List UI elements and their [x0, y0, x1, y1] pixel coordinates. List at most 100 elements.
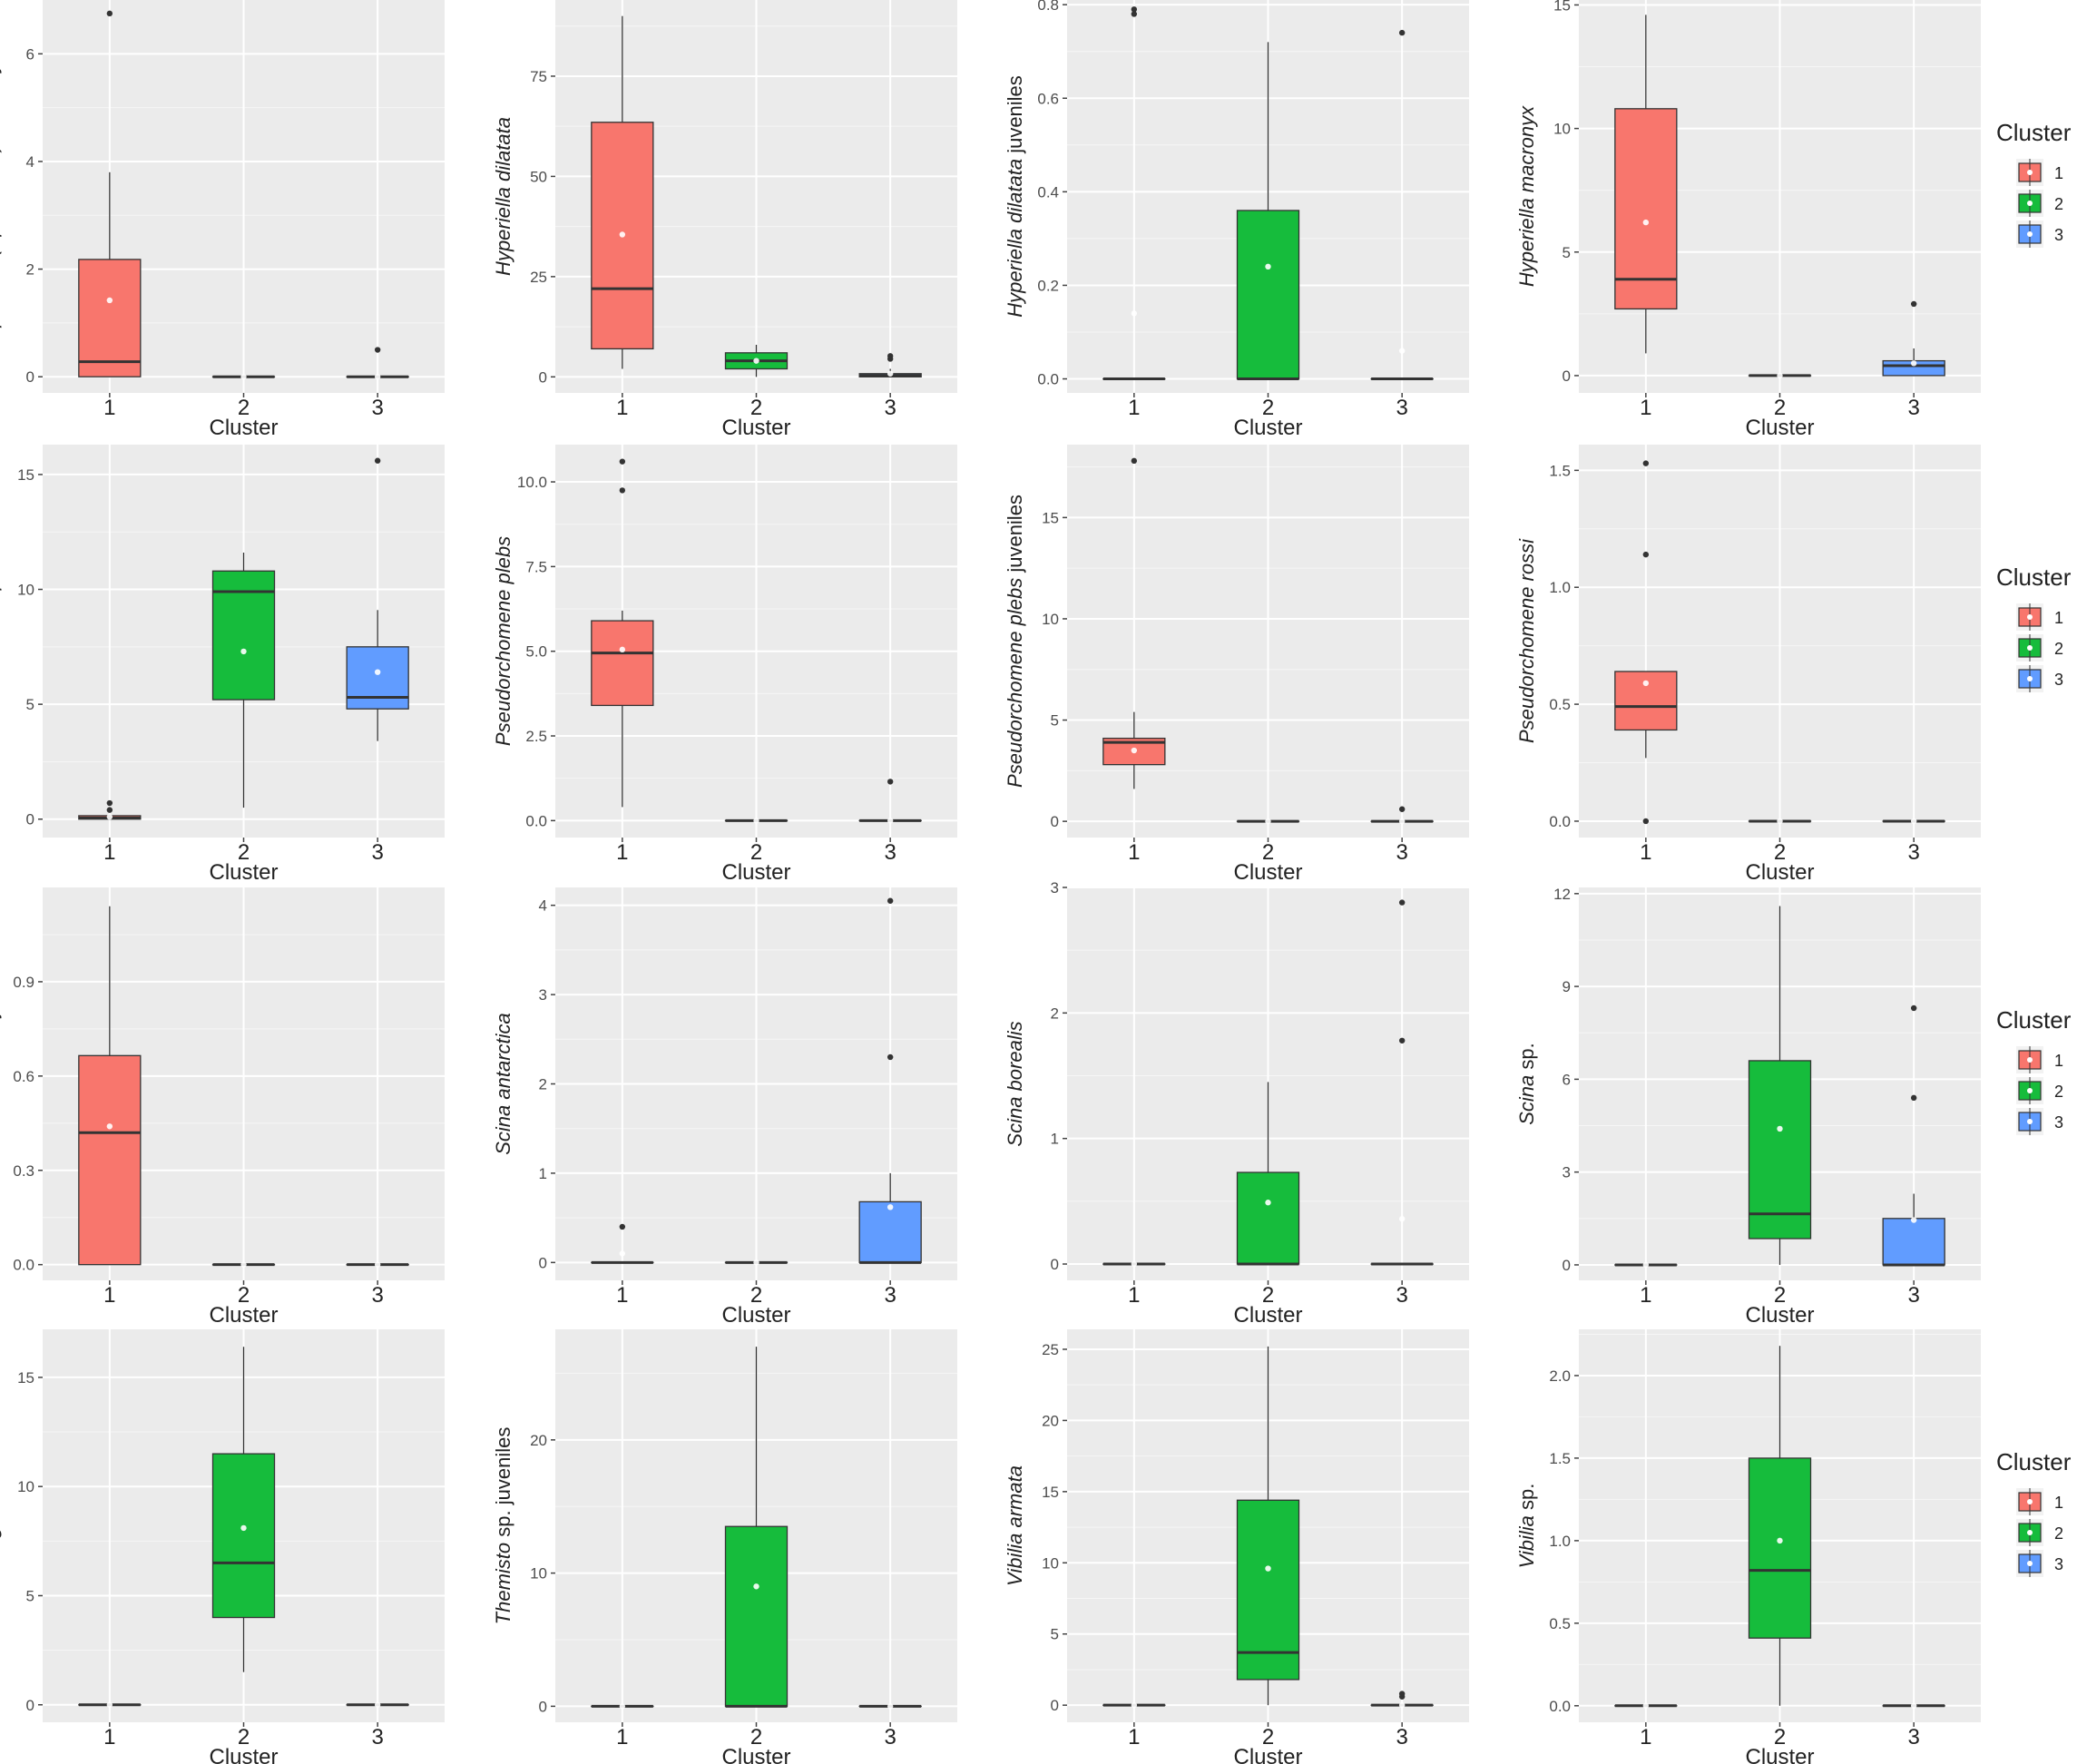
- y-tick-label: 0: [539, 368, 547, 386]
- outlier-point: [887, 779, 894, 785]
- iqr-box: [591, 620, 654, 707]
- y-tick-label: 0.6: [13, 1068, 34, 1085]
- y-tick-label: 5: [1051, 712, 1059, 730]
- y-tick-label: 0: [1051, 813, 1059, 830]
- x-axis-title: Cluster: [1233, 1745, 1302, 1764]
- mean-point: [374, 1701, 381, 1708]
- mean-point: [1265, 263, 1271, 270]
- iqr-box: [78, 1054, 142, 1266]
- mean-point: [1910, 818, 1917, 825]
- box-cluster-3: [1370, 899, 1434, 1266]
- panel-2: 0 25 50 75 1 2 3 Cluster Hyperiella dilatata: [492, 0, 957, 440]
- box-cluster-1: [78, 10, 142, 377]
- y-tick-label: 0.4: [1037, 183, 1059, 201]
- y-axis-title: Scina sp.: [1515, 1043, 1538, 1125]
- x-axis-title: Cluster: [209, 860, 278, 885]
- y-tick-label: 10: [1042, 1554, 1059, 1572]
- x-tick-label: 2: [238, 840, 250, 865]
- x-tick-label: 3: [884, 1725, 896, 1749]
- legend-key-mean: [2027, 231, 2033, 237]
- x-tick-label: 3: [884, 396, 896, 420]
- y-axis-title-species: Vibilia armata: [1004, 1465, 1026, 1586]
- box-cluster-1: [1614, 460, 1678, 825]
- outlier-point: [106, 807, 113, 813]
- x-axis-title: Cluster: [721, 1745, 790, 1764]
- legend-key-mean: [2027, 676, 2033, 681]
- y-tick-label: 15: [1042, 1484, 1059, 1501]
- y-tick-label: 20: [530, 1432, 547, 1449]
- y-axis-title-species: Hyperiella macronyx: [1515, 105, 1538, 287]
- x-axis-title: Cluster: [1233, 1303, 1302, 1328]
- box-cluster-1: [78, 799, 142, 820]
- mean-point: [753, 818, 759, 824]
- x-tick-label: 3: [884, 840, 896, 865]
- y-axis-title-species: Pseudorchomene plebs: [1004, 578, 1026, 788]
- outlier-point: [887, 353, 894, 359]
- panel-1: 0 2 4 6 1 2 3 Cluster Epimeria (Epimeriella) mac…: [0, 0, 445, 440]
- x-tick-label: 3: [371, 396, 383, 420]
- outlier-point: [1398, 29, 1406, 36]
- x-tick-label: 3: [884, 1283, 896, 1308]
- y-axis-title-species: Vibilia: [1515, 1515, 1538, 1568]
- x-axis-title: Cluster: [209, 1303, 278, 1328]
- box-cluster-1: [1102, 1260, 1166, 1268]
- y-tick-label: 0: [1563, 1257, 1571, 1274]
- outlier-point: [106, 799, 113, 807]
- box-cluster-1: [591, 15, 654, 369]
- mean-point: [619, 231, 626, 238]
- y-axis-title-suffix: sp.: [1515, 1484, 1538, 1515]
- outlier-point: [887, 897, 894, 904]
- x-tick-label: 3: [1907, 1283, 1919, 1308]
- mean-point: [753, 358, 759, 364]
- iqr-box: [1236, 1171, 1300, 1265]
- iqr-box: [1748, 1457, 1812, 1639]
- box-cluster-2: [1748, 372, 1812, 379]
- y-tick-label: 0.0: [13, 1257, 34, 1274]
- y-tick-label: 5: [1051, 1626, 1059, 1643]
- y-axis-title: Scina borealis: [1004, 1021, 1026, 1146]
- legend-key-mean: [2027, 1561, 2033, 1566]
- y-tick-label: 0.0: [525, 812, 547, 829]
- y-axis-title: Themisto gaudichaudii: [0, 1425, 2, 1625]
- box-cluster-1: [1614, 1702, 1678, 1710]
- mean-point: [1131, 310, 1138, 317]
- box-cluster-2: [211, 1261, 276, 1268]
- mean-point: [619, 1703, 626, 1710]
- y-tick-label: 0.5: [1549, 696, 1571, 713]
- legend-item-label: 1: [2054, 1494, 2063, 1512]
- y-tick-label: 15: [1042, 509, 1059, 526]
- legend-key-mean: [2027, 201, 2033, 206]
- x-tick-label: 1: [616, 1725, 628, 1749]
- mean-point: [106, 1701, 113, 1708]
- y-tick-label: 3: [1051, 879, 1059, 897]
- y-axis-title-suffix: juveniles: [0, 940, 2, 1024]
- box-cluster-1: [78, 906, 142, 1266]
- outlier-point: [619, 1223, 626, 1230]
- box-cluster-3: [858, 779, 922, 824]
- x-tick-label: 2: [238, 1283, 250, 1308]
- y-tick-label: 5.0: [525, 643, 547, 661]
- panel-10: 0 1 2 3 4 1 2 3 Cluster Scina antarctica: [492, 887, 957, 1328]
- y-tick-label: 0: [26, 811, 34, 828]
- x-tick-label: 3: [371, 1725, 383, 1749]
- mean-point: [374, 669, 381, 675]
- outlier-point: [1642, 818, 1650, 825]
- legend-item-label: 2: [2054, 1524, 2063, 1543]
- box-cluster-1: [1102, 6, 1166, 381]
- x-tick-label: 2: [1262, 840, 1274, 865]
- legend-title: Cluster: [1996, 119, 2072, 146]
- box-cluster-3: [1370, 806, 1434, 825]
- mean-point: [1398, 1216, 1406, 1222]
- x-tick-label: 1: [103, 396, 115, 420]
- panel-6: 0.0 2.5 5.0 7.5 10.0 1 2 3 Cluster Pseudorchomene…: [492, 445, 957, 885]
- y-tick-label: 5: [1563, 244, 1571, 261]
- panel-5: 0 5 10 15 1 2 3 Cluster Primno macropa: [0, 445, 445, 885]
- y-tick-label: 0.9: [13, 974, 34, 991]
- outlier-point: [374, 347, 381, 353]
- box-cluster-3: [1882, 1004, 1945, 1267]
- x-tick-label: 1: [1640, 840, 1651, 865]
- y-tick-label: 10: [17, 582, 34, 599]
- outlier-point: [1642, 460, 1650, 466]
- y-tick-label: 1.5: [1549, 462, 1571, 479]
- iqr-box: [211, 1453, 276, 1619]
